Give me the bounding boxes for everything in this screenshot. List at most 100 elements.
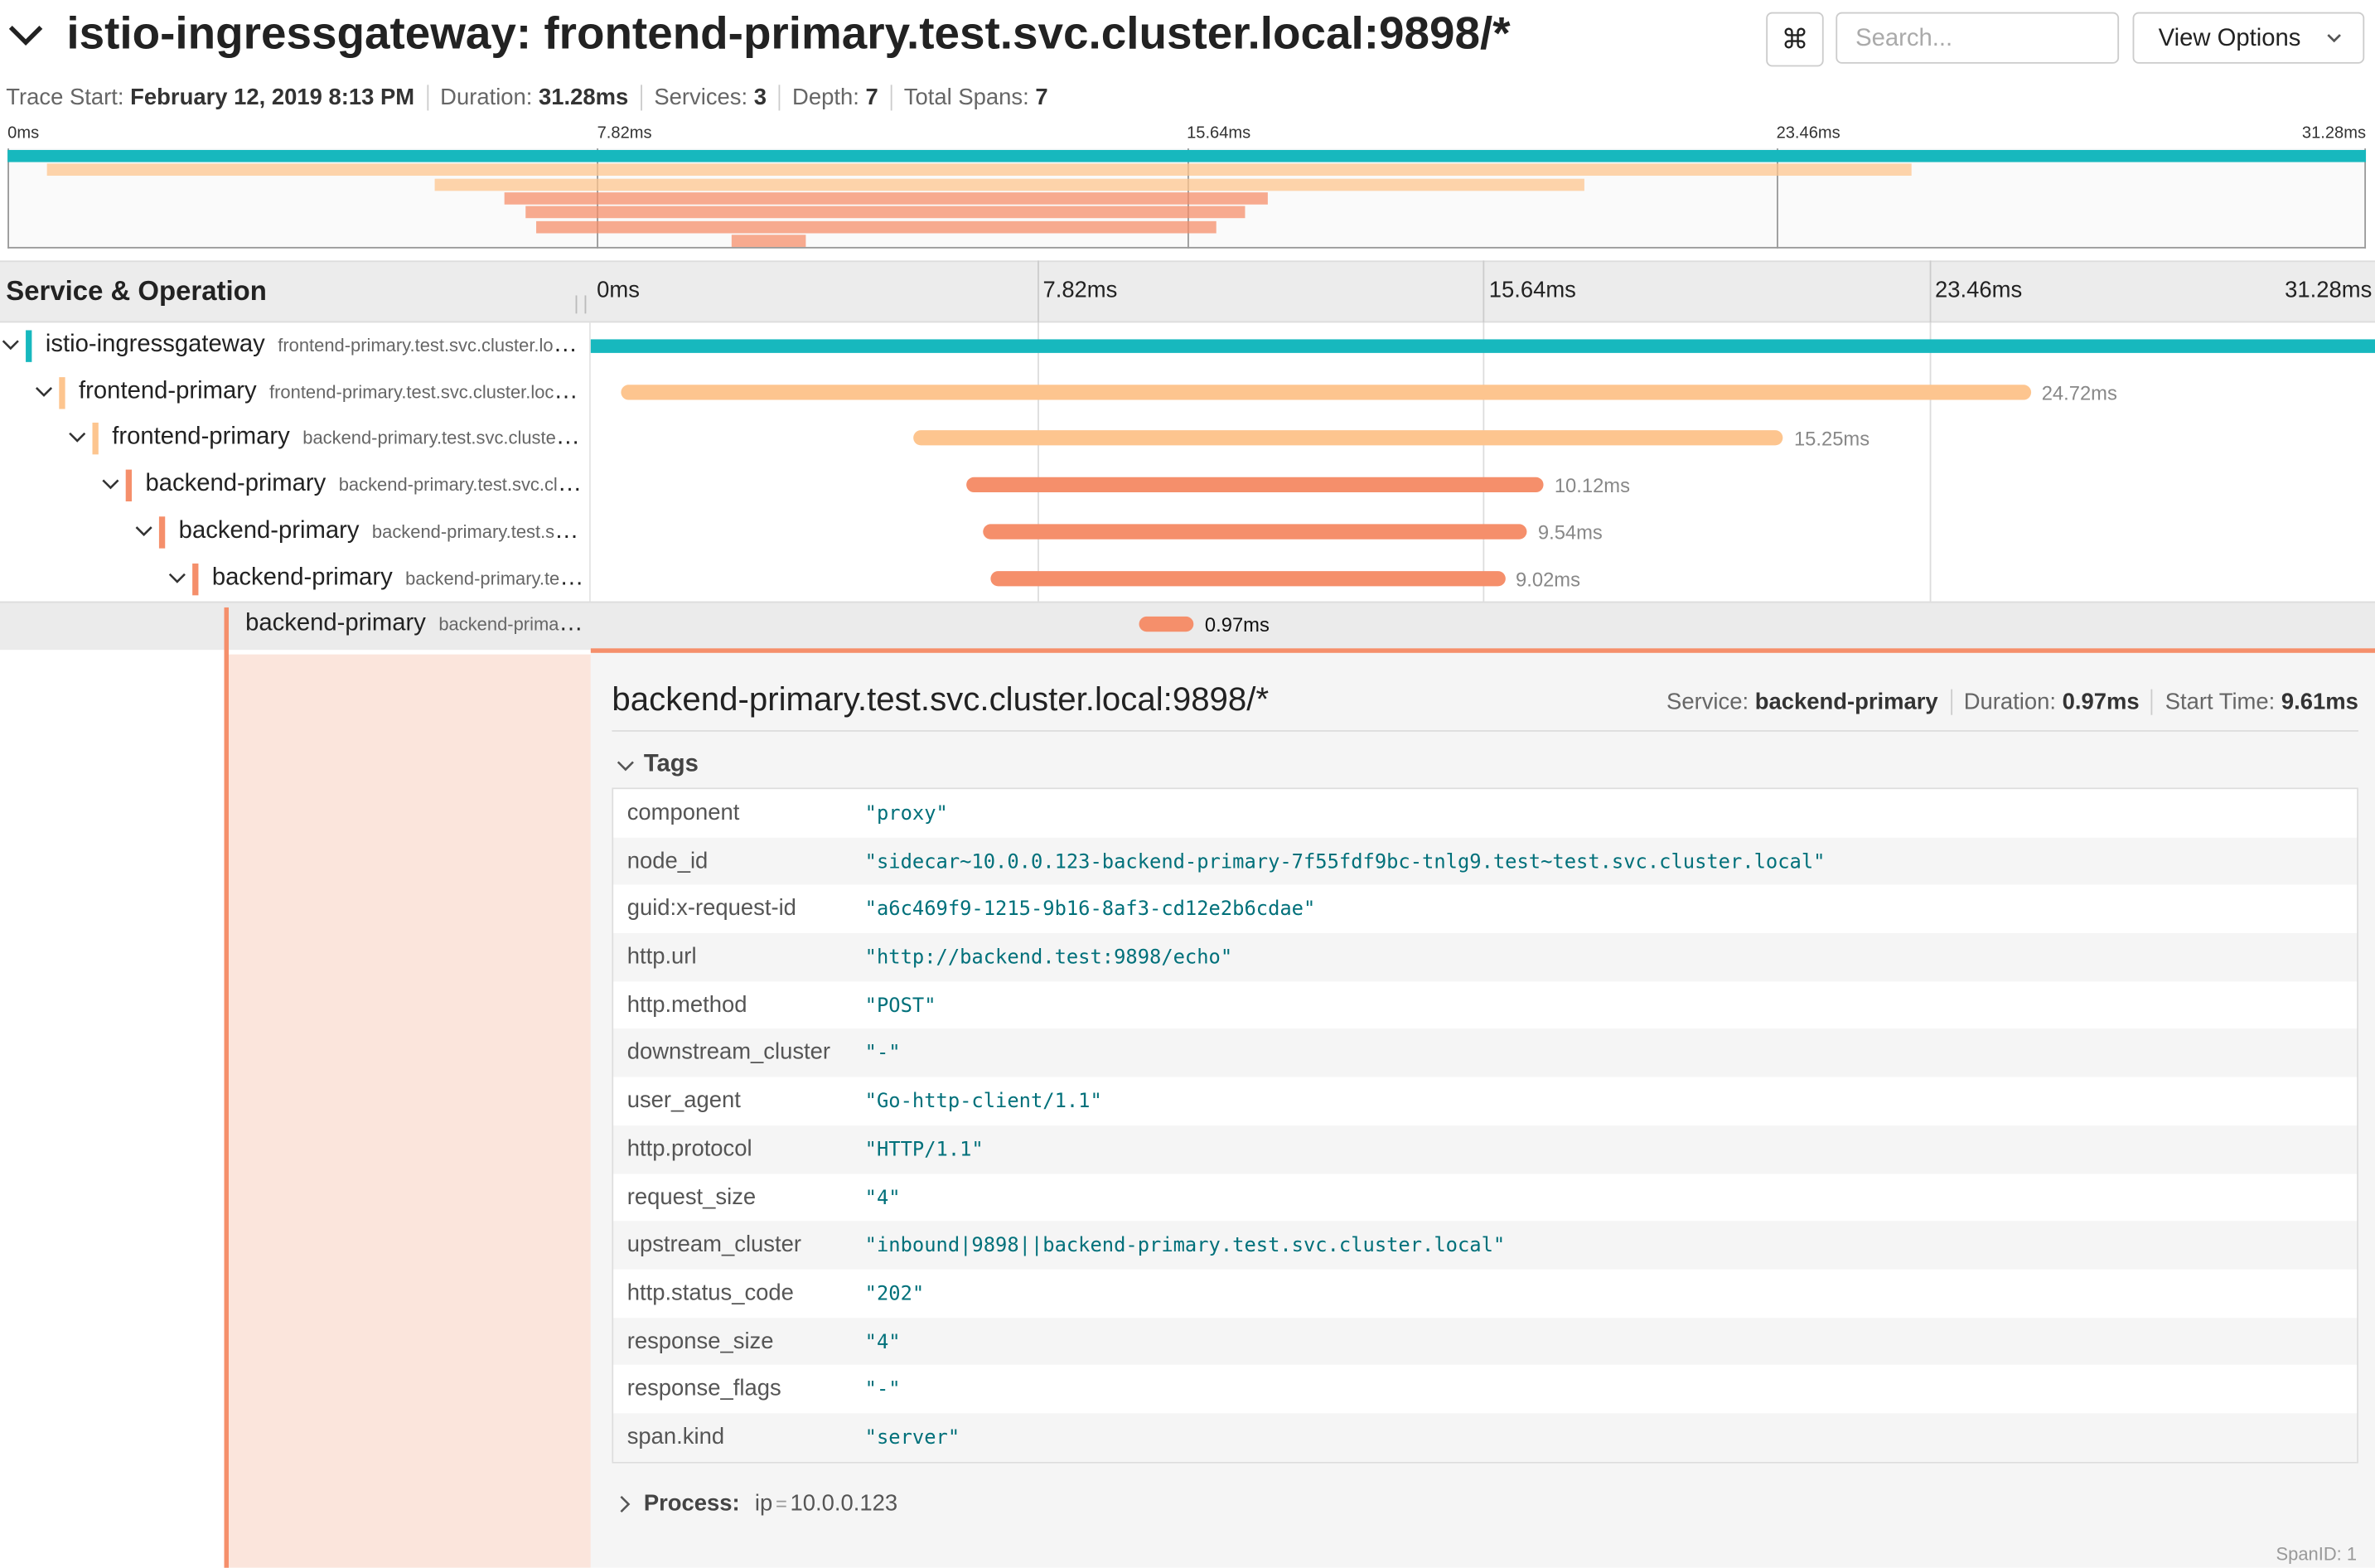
duration-label: 0.97ms (1204, 613, 1270, 637)
chevron-path (135, 525, 152, 536)
span-bar[interactable] (983, 524, 1528, 540)
duration-label: 9.54ms (1537, 520, 1603, 544)
service-color-bar (59, 376, 65, 409)
tag-row: http.method "POST" (613, 980, 2358, 1029)
header-tick-line (1037, 260, 1038, 323)
tag-row: http.url "http://backend.test:9898/echo" (613, 933, 2358, 981)
tag-row: http.protocol "HTTP/1.1" (613, 1125, 2358, 1174)
tag-row: user_agent "Go-http-client/1.1" (613, 1077, 2358, 1125)
process-sep: = (775, 1492, 787, 1515)
span-bar[interactable] (913, 430, 1784, 447)
span-name[interactable]: backend-primary backend-primary.test.svc… (245, 611, 584, 638)
trace-meta: Trace Start: February 12, 2019 8:13 PM Du… (6, 85, 1061, 111)
tag-row: request_size "4" (613, 1173, 2358, 1222)
search-input[interactable]: Search... (1836, 12, 2120, 64)
collapse-icon[interactable] (6, 18, 48, 55)
meta-item: Start Time: 9.61ms (2151, 689, 2358, 715)
tags-title[interactable]: Tags (643, 751, 699, 777)
column-title: Service & Operation (6, 275, 267, 307)
tag-key: http.protocol (626, 1135, 752, 1162)
meta-item: Trace Start: February 12, 2019 8:13 PM (6, 85, 426, 110)
tag-row: upstream_cluster "inbound|9898||backend-p… (613, 1221, 2358, 1270)
operation-name: backend-primary.test.svc.cluster.local:9… (438, 613, 584, 636)
process-row[interactable]: Process: ip = 10.0.0.123 (644, 1491, 897, 1517)
span-bar[interactable] (966, 477, 1545, 493)
duration-label: 9.02ms (1516, 567, 1580, 590)
service-name: istio-ingressgateway (45, 332, 265, 358)
tag-key: downstream_cluster (626, 1039, 831, 1066)
tag-value: "inbound|9898||backend-primary.test.svc.… (864, 1235, 1506, 1258)
meta-value: 9.61ms (2281, 689, 2358, 715)
tag-value: "4" (864, 1187, 901, 1210)
minimap-span (535, 220, 1217, 233)
tag-key: component (626, 800, 740, 826)
trace-title: istio-ingressgateway: frontend-primary.t… (66, 8, 1511, 60)
span-bar[interactable] (590, 338, 2375, 352)
tag-value: "202" (864, 1282, 925, 1306)
timeline-tick-label: 0ms (597, 277, 640, 303)
tag-row: component "proxy" (613, 789, 2358, 838)
span-name[interactable]: backend-primary backend-primary.test.svc… (212, 564, 585, 592)
tag-value: "proxy" (864, 802, 948, 826)
minimap-span (47, 163, 1912, 177)
expand-chevron[interactable] (101, 477, 119, 492)
process-value: 10.0.0.123 (790, 1490, 898, 1517)
span-bar[interactable] (990, 570, 1506, 586)
expand-chevron[interactable] (35, 385, 53, 399)
expand-chevron[interactable] (2, 338, 20, 353)
expand-chevron[interactable] (135, 524, 153, 539)
meta-label: Depth: (792, 85, 859, 111)
tag-key: span.kind (626, 1424, 725, 1450)
tags-chevron[interactable] (617, 759, 635, 774)
timeline-tick-label: 15.64ms (1488, 277, 1576, 303)
service-name: backend-primary (178, 517, 360, 544)
span-name[interactable]: backend-primary backend-primary.test.svc… (145, 472, 584, 499)
tag-row: downstream_cluster "-" (613, 1028, 2358, 1077)
span-bar[interactable] (621, 384, 2031, 399)
meta-label: Duration: (1963, 689, 2057, 715)
duration-label: 24.72ms (2041, 381, 2117, 404)
operation-name: frontend-primary.test.svc.cluster.local:… (269, 381, 584, 403)
duration-label: 10.12ms (1554, 474, 1631, 497)
divider (612, 730, 2358, 732)
meta-label: Service: (1666, 689, 1749, 715)
tag-row: node_id "sidecar~10.0.0.123-backend-prima… (613, 837, 2358, 886)
tag-value: "server" (864, 1426, 960, 1450)
timeline-header (0, 260, 2375, 323)
column-splitter (575, 295, 587, 314)
span-name[interactable]: istio-ingressgateway frontend-primary.te… (46, 332, 585, 359)
timeline-tick-label: 23.46ms (1935, 277, 2023, 303)
tag-value: "POST" (864, 995, 936, 1018)
minimap-tick-label: 0ms (7, 123, 40, 143)
tag-key: http.method (626, 991, 747, 1018)
chevron-path (2, 340, 19, 351)
process-chevron[interactable] (618, 1495, 633, 1513)
span-name[interactable]: backend-primary backend-primary.test.svc… (179, 518, 585, 545)
meta-item: Duration: 0.97ms (1950, 689, 2152, 715)
tag-row: response_flags "-" (613, 1365, 2358, 1414)
tag-value: "4" (864, 1330, 901, 1354)
minimap-tick-line (1776, 148, 1778, 249)
view-options[interactable]: View Options (2132, 12, 2365, 64)
expand-chevron[interactable] (168, 570, 186, 585)
tags-table: component "proxy" node_id "sidecar~10.0.0.1… (612, 787, 2358, 1463)
duration-label: 15.25ms (1793, 428, 1870, 451)
tag-row: response_size "4" (613, 1317, 2358, 1366)
span-detail: backend-primary.test.svc.cluster.local:9… (590, 648, 2375, 1568)
tag-key: request_size (626, 1183, 757, 1210)
expand-chevron[interactable] (68, 431, 86, 446)
minimap: 0ms 7.82ms 15.64ms 23.46ms 31.28ms (7, 124, 2366, 249)
meta-item: Duration: 31.28ms (426, 85, 641, 111)
span-bar[interactable] (1139, 617, 1195, 632)
timeline-tick-label: 31.28ms (2285, 277, 2373, 303)
meta-label: Trace Start: (6, 85, 124, 111)
minimap-span (504, 191, 1268, 205)
span-name[interactable]: frontend-primary frontend-primary.test.s… (79, 378, 584, 405)
span-name[interactable]: frontend-primary backend-primary.test.sv… (112, 425, 584, 452)
operation-name: backend-primary.test.svc.cluster.local:9… (371, 520, 585, 542)
meta-item: Depth: 7 (778, 85, 891, 111)
chevron-path (35, 386, 53, 397)
dropdown-icon (2327, 34, 2341, 43)
shortcut-button[interactable]: ⌘ (1766, 12, 1824, 67)
